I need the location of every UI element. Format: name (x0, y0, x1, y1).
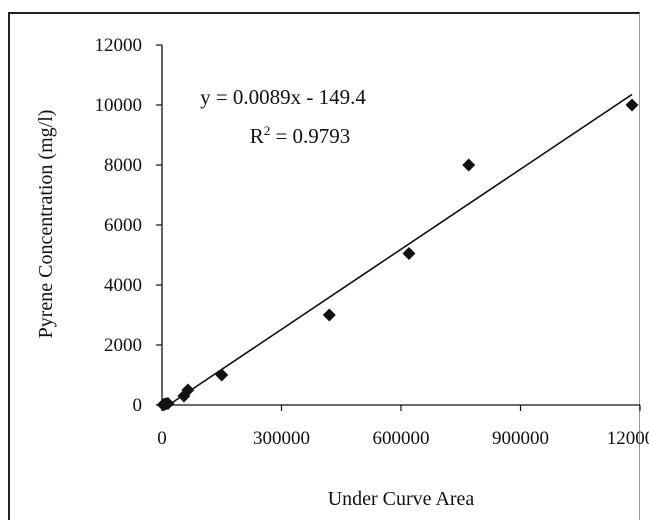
data-point-diamond (462, 158, 476, 172)
y-axis-ticks: 0 2000 4000 6000 8000 10000 12000 (95, 35, 162, 416)
r-squared-label: R2 = 0.9793 (250, 123, 351, 148)
x-tick-label: 0 (157, 428, 167, 449)
x-tick-label: 900000 (492, 428, 549, 449)
linear-trendline (169, 93, 633, 405)
y-tick-label: 0 (133, 395, 143, 416)
y-tick-label: 12000 (95, 35, 143, 56)
data-point-diamond (402, 247, 416, 260)
data-point-diamond (181, 383, 195, 397)
data-point-diamond (215, 368, 229, 382)
data-point-diamond (625, 98, 639, 112)
y-tick-label: 8000 (104, 155, 142, 176)
x-tick-label: 300000 (253, 428, 310, 449)
x-axis-ticks: 0 300000 600000 900000 1200000 (157, 405, 649, 449)
data-point-diamond (322, 308, 336, 322)
x-tick-label: 600000 (373, 428, 430, 449)
x-axis-title: Under Curve Area (328, 488, 475, 510)
data-point-diamond (161, 397, 175, 410)
chart-frame (8, 12, 640, 520)
y-tick-label: 6000 (104, 215, 142, 236)
y-axis-title: Pyrene Concentration (mg/l) (35, 110, 57, 339)
y-tick-label: 4000 (104, 275, 142, 296)
regression-equation: y = 0.0089x - 149.4 (200, 85, 366, 109)
x-tick-label: 1200000 (607, 428, 649, 449)
trendline-layer (169, 93, 633, 405)
data-points-layer (156, 98, 639, 412)
y-tick-label: 2000 (104, 335, 142, 356)
y-tick-label: 10000 (95, 95, 143, 116)
